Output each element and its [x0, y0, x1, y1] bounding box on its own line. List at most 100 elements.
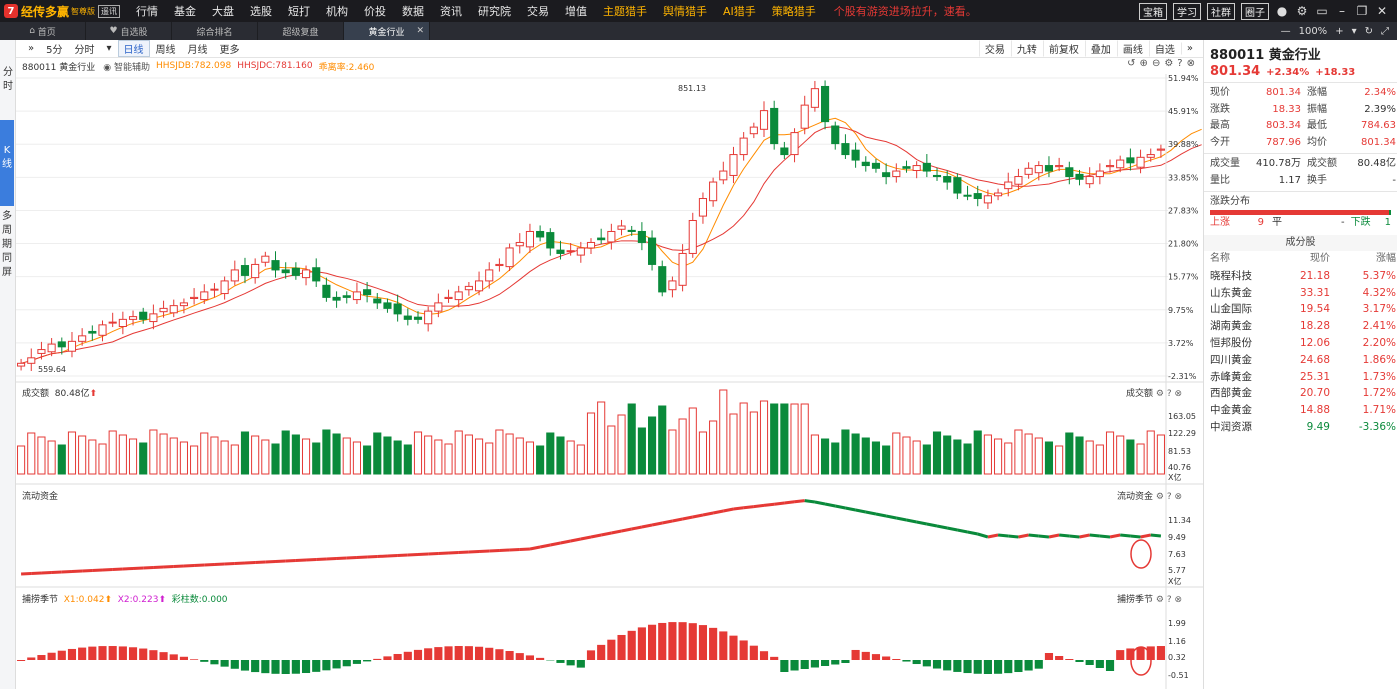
panel-icons[interactable]: ⚙ ? ⊗: [1155, 492, 1182, 502]
period-intraday[interactable]: 分时: [74, 45, 95, 56]
window-icon[interactable]: ▭: [1316, 4, 1328, 18]
close-panel-icon[interactable]: ⊗: [1186, 58, 1195, 69]
sidebar-intraday[interactable]: 分时: [3, 67, 13, 92]
minimize-icon[interactable]: –: [1339, 4, 1345, 18]
tool-overlay[interactable]: 叠加: [1084, 40, 1117, 57]
period-5min[interactable]: 5分: [46, 45, 63, 56]
app-logo[interactable]: 7 经传多赢 智尊版 遥讯: [0, 3, 128, 20]
plus-icon[interactable]: +: [1335, 25, 1344, 37]
season-bar: [973, 660, 982, 674]
season-bar: [1156, 646, 1165, 660]
header-name[interactable]: 名称: [1210, 253, 1230, 264]
menu-item[interactable]: 数据: [402, 5, 424, 18]
menu-item[interactable]: 价投: [364, 5, 386, 18]
quote-value: 2.39%: [1364, 103, 1396, 115]
component-row[interactable]: 中润资源 9.49 -3.36%: [1204, 419, 1397, 436]
flow-line-segment: [590, 533, 602, 539]
volume-bar: [312, 442, 321, 475]
tool-add-watch[interactable]: 自选: [1148, 40, 1181, 57]
component-row[interactable]: 晓程科技 21.18 5.37%: [1204, 268, 1397, 285]
expand-icon[interactable]: »: [1180, 42, 1199, 55]
collapse-icon[interactable]: »: [28, 43, 35, 54]
component-row[interactable]: 赤峰黄金 25.31 1.73%: [1204, 369, 1397, 386]
app-mode[interactable]: 遥讯: [98, 4, 121, 18]
tab-gold-industry[interactable]: 黄金行业 ✕: [344, 22, 430, 40]
close-icon[interactable]: ✕: [1376, 4, 1388, 18]
component-row[interactable]: 西部黄金 20.70 1.72%: [1204, 385, 1397, 402]
close-tab-icon[interactable]: ✕: [416, 26, 424, 36]
treasure-button[interactable]: 宝箱: [1139, 2, 1167, 20]
tool-trade[interactable]: 交易: [978, 40, 1011, 57]
tab-list-icon[interactable]: ▾: [1351, 25, 1357, 37]
panel-icons[interactable]: ⚙ ? ⊗: [1155, 389, 1182, 399]
menu-item[interactable]: 基金: [174, 5, 196, 18]
volume-bar: [658, 405, 667, 475]
promo-link[interactable]: 个股有游资进场拉升，速看。: [833, 5, 977, 18]
menu-item[interactable]: 舆情猎手: [663, 5, 707, 18]
flow-panel-right: 流动资金 ⚙ ? ⊗: [1117, 489, 1182, 502]
assist-toggle[interactable]: ◉ 智能辅助: [103, 60, 150, 73]
tab-watchlist[interactable]: ♥ 自选股: [86, 22, 172, 40]
menu-item[interactable]: 机构: [326, 5, 348, 18]
component-row[interactable]: 湖南黄金 18.28 2.41%: [1204, 318, 1397, 335]
period-monthly[interactable]: 月线: [187, 45, 208, 56]
learn-button[interactable]: 学习: [1173, 2, 1201, 20]
period-weekly[interactable]: 周线: [155, 45, 176, 56]
sidebar-kline[interactable]: K线: [0, 120, 14, 206]
menu-item[interactable]: 行情: [136, 5, 158, 18]
reset-icon[interactable]: ↺: [1127, 58, 1136, 69]
candle-body: [871, 162, 881, 169]
zoom-out-icon[interactable]: ⊖: [1151, 58, 1161, 69]
candle-body: [464, 285, 473, 291]
menu-item[interactable]: 研究院: [478, 5, 511, 18]
period-more[interactable]: 更多: [219, 45, 240, 56]
component-row[interactable]: 恒邦股份 12.06 2.20%: [1204, 335, 1397, 352]
header-pct[interactable]: 涨幅: [1376, 253, 1396, 264]
menu-item[interactable]: 主题猎手: [603, 5, 647, 18]
tab-review[interactable]: 超级复盘: [258, 22, 344, 40]
menu-item[interactable]: AI猎手: [723, 5, 756, 18]
settings-icon[interactable]: ⚙: [1164, 58, 1174, 69]
tool-adjust[interactable]: 前复权: [1042, 40, 1085, 57]
refresh-icon[interactable]: ↻: [1364, 25, 1373, 37]
season-bar: [57, 650, 66, 660]
panel-icons[interactable]: ⚙ ? ⊗: [1155, 595, 1182, 605]
dropdown-icon[interactable]: ▾: [106, 43, 112, 54]
menu-item[interactable]: 策略猎手: [771, 5, 816, 18]
minus-icon[interactable]: —: [1280, 25, 1291, 37]
menu-item[interactable]: 短打: [288, 5, 310, 18]
volume-bar: [271, 443, 280, 475]
circle-button[interactable]: 圈子: [1241, 2, 1269, 20]
tool-draw[interactable]: 画线: [1116, 40, 1149, 57]
volume-bar: [1034, 437, 1043, 475]
zoom-in-icon[interactable]: ⊕: [1139, 58, 1148, 69]
candle-body: [1105, 165, 1115, 168]
menu-item[interactable]: 增值: [565, 5, 587, 18]
component-row[interactable]: 四川黄金 24.68 1.86%: [1204, 352, 1397, 369]
volume-bar: [607, 425, 616, 475]
menu-item[interactable]: 大盘: [212, 5, 234, 18]
component-row[interactable]: 中金黄金 14.88 1.71%: [1204, 402, 1397, 419]
fullscreen-icon[interactable]: ⤢: [1381, 25, 1389, 37]
flow-line-segment: [255, 560, 266, 564]
menu-item[interactable]: 选股: [250, 5, 272, 18]
help-icon[interactable]: ?: [1177, 58, 1183, 69]
tab-home[interactable]: ⌂ 首页: [0, 22, 86, 40]
sidebar-multiperiod[interactable]: 多周期同屏: [2, 211, 12, 278]
user-icon[interactable]: ●: [1276, 4, 1288, 18]
kline-chart[interactable]: 851.13 559.64 51.94% 45.91% 39.88% 33.85% 27.8…: [16, 74, 1203, 689]
component-row[interactable]: 山金国际 19.54 3.17%: [1204, 301, 1397, 318]
volume-bar: [301, 438, 311, 475]
tool-nine[interactable]: 九转: [1010, 40, 1043, 57]
season-bar: [1116, 650, 1125, 660]
community-button[interactable]: 社群: [1207, 2, 1235, 20]
restore-icon[interactable]: ❐: [1356, 4, 1368, 18]
gear-icon[interactable]: ⚙: [1296, 4, 1308, 18]
candle-body: [1044, 165, 1054, 172]
menu-item[interactable]: 交易: [527, 5, 549, 18]
component-row[interactable]: 山东黄金 33.31 4.32%: [1204, 285, 1397, 302]
menu-item[interactable]: 资讯: [440, 5, 462, 18]
period-daily[interactable]: 日线: [117, 40, 150, 57]
header-price[interactable]: 现价: [1310, 253, 1330, 264]
tab-ranking[interactable]: 综合排名: [172, 22, 258, 40]
